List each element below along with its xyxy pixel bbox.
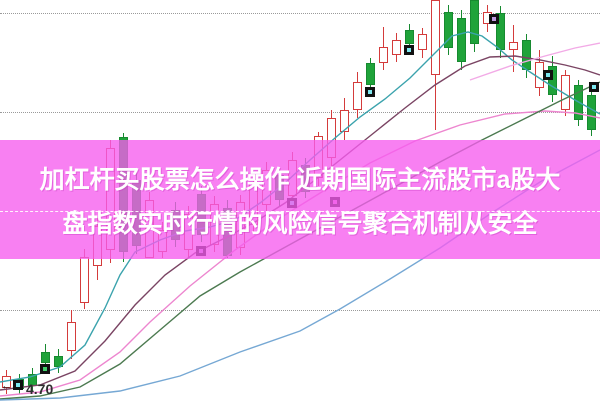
- candle-up: [431, 0, 440, 75]
- candle-down: [587, 95, 596, 130]
- overlay-title-line1: 加杠杆买股票怎么操作 近期国际主流股市a股大: [39, 166, 561, 194]
- candle-up: [418, 34, 427, 50]
- candle-down: [444, 12, 453, 48]
- candle-up: [67, 322, 76, 351]
- candle-up: [392, 40, 401, 55]
- candle-up: [509, 42, 518, 50]
- ma-pale-pink-line: [469, 42, 600, 81]
- gridline-through-band: [0, 211, 600, 212]
- signal-marker: [543, 70, 553, 80]
- candle-down: [457, 18, 466, 62]
- signal-marker: [13, 380, 23, 390]
- price-low-label: 4.70: [26, 381, 54, 397]
- left-arrow-glyph: ←: [1, 380, 12, 392]
- signal-marker: [589, 82, 599, 92]
- candle-down: [41, 352, 50, 363]
- candle-down: [405, 30, 414, 44]
- overlay-title-line2: 盘指数实时行情的风险信号聚合机制从安全: [62, 210, 538, 238]
- candle-down: [548, 66, 557, 95]
- title-overlay-band: 加杠杆买股票怎么操作 近期国际主流股市a股大 盘指数实时行情的风险信号聚合机制从…: [0, 140, 600, 259]
- signal-marker: [404, 45, 414, 55]
- candle-down: [366, 63, 375, 85]
- signal-marker: [489, 14, 499, 24]
- candle-down: [470, 0, 479, 44]
- candle-up: [379, 47, 388, 63]
- gridline: [0, 310, 600, 311]
- candle-up: [340, 110, 349, 132]
- candle-up: [353, 82, 362, 110]
- gridline: [0, 112, 600, 113]
- gridline: [0, 13, 600, 14]
- candle-down: [54, 356, 63, 367]
- signal-marker: [365, 87, 375, 97]
- signal-marker: [40, 364, 50, 374]
